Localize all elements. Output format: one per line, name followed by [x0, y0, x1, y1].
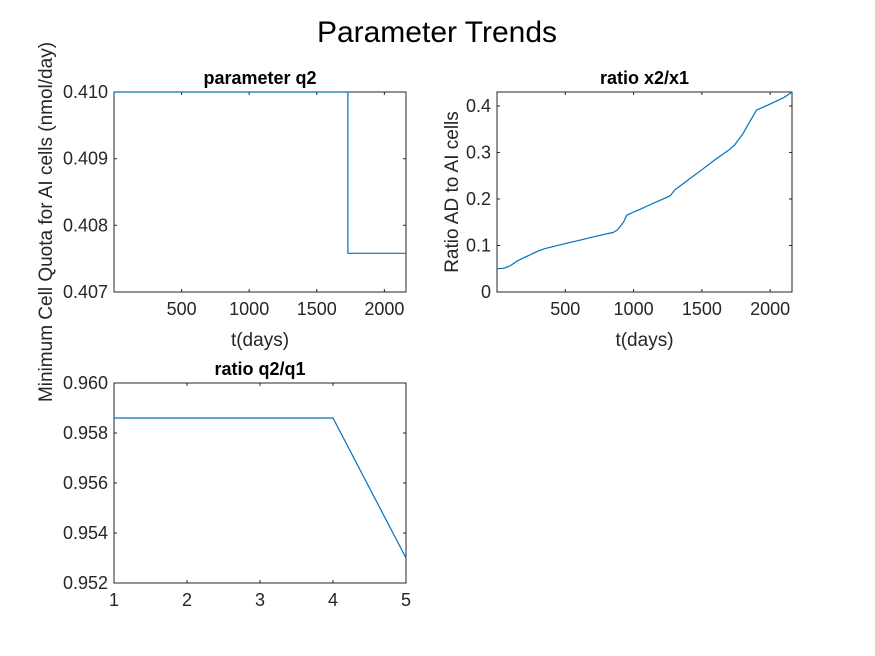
y-tick-label: 0.2	[466, 189, 491, 209]
x-tick-label: 1	[109, 590, 119, 610]
subplot-ratio-q2-q1: 1 2 3 4 5 0.952 0.954 0.956 0.958 0.960 ratio q2/q…	[63, 359, 411, 610]
x-tick-label: 500	[167, 299, 197, 319]
y-tick-label: 0.409	[63, 149, 108, 169]
x-tick-label: 2000	[750, 299, 790, 319]
series-line	[114, 417, 407, 559]
subplot-ratio-x2-x1: 500 1000 1500 2000 0 0.1 0.2 0.3 0.4 ratio x2/x1 t…	[442, 68, 793, 351]
x-tick-label: 5	[401, 590, 411, 610]
y-tick-label: 0.3	[466, 142, 491, 162]
y-tick-label: 0.960	[63, 373, 108, 393]
series-line	[114, 91, 406, 254]
y-tick-label: 0.410	[63, 82, 108, 102]
x-tick-label: 2000	[364, 299, 404, 319]
y-tick-label: 0.956	[63, 473, 108, 493]
y-tick-label: 0.408	[63, 215, 108, 235]
plot-area	[113, 382, 407, 584]
x-tick-label: 3	[255, 590, 265, 610]
x-tick-label: 2	[182, 590, 192, 610]
x-tick-label: 500	[550, 299, 580, 319]
y-tick-label: 0	[481, 282, 491, 302]
subplot-title: parameter q2	[203, 68, 316, 88]
x-tick-label: 1000	[229, 299, 269, 319]
y-axis-label: Ratio AD to AI cells	[442, 111, 463, 273]
subplot-title: ratio q2/q1	[214, 359, 305, 379]
series-line	[496, 91, 793, 270]
plot-area	[496, 91, 793, 293]
y-tick-label: 0.1	[466, 235, 491, 255]
x-tick-label: 4	[328, 590, 338, 610]
figure-title: Parameter Trends	[317, 16, 557, 49]
y-tick-label: 0.954	[63, 523, 108, 543]
plot-area	[113, 91, 407, 293]
subplot-parameter-q2: 500 1000 1500 2000 0.407 0.408 0.409 0.410 param…	[36, 42, 407, 402]
y-axis-label: Minimum Cell Quota for AI cells (nmol/da…	[36, 42, 57, 402]
x-tick-label: 1000	[614, 299, 654, 319]
x-tick-label: 1500	[682, 299, 722, 319]
y-tick-label: 0.4	[466, 96, 491, 116]
subplot-title: ratio x2/x1	[600, 68, 689, 88]
y-tick-label: 0.407	[63, 282, 108, 302]
y-tick-label: 0.952	[63, 573, 108, 593]
x-axis-label: t(days)	[231, 330, 289, 351]
y-tick-label: 0.958	[63, 423, 108, 443]
x-axis-label: t(days)	[615, 330, 673, 351]
x-tick-label: 1500	[297, 299, 337, 319]
